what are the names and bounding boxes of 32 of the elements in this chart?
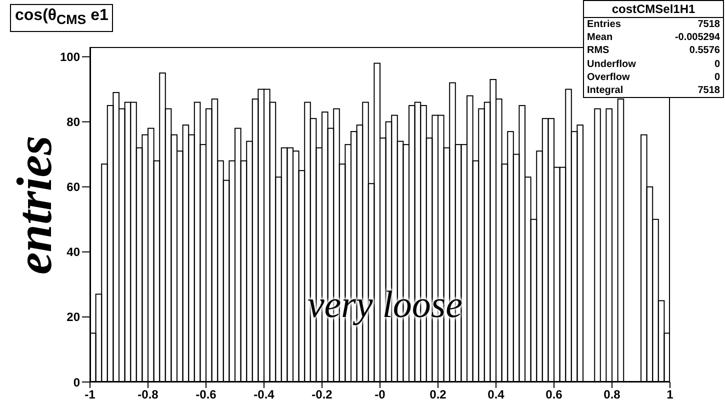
text: 7518 xyxy=(698,84,720,98)
x-tick-label: -0.8 xyxy=(138,388,159,402)
text: 7518 xyxy=(698,18,720,32)
y-tick-label: 100 xyxy=(60,50,80,64)
y-tick-label: 40 xyxy=(66,245,80,260)
x-tick-label: 0.4 xyxy=(488,388,505,402)
x-tick-label: 1 xyxy=(666,388,674,402)
chart-title: cos(θ$_{CMS}$ e1 xyxy=(10,4,114,32)
text: Mean xyxy=(587,31,613,44)
x-tick-label: 0.8 xyxy=(604,388,621,402)
text: Entries xyxy=(587,18,621,32)
text: 0 xyxy=(714,58,720,71)
text: 0.5576 xyxy=(689,44,720,58)
x-tick-label: -0.6 xyxy=(196,388,217,402)
text: costCMSel1H1 xyxy=(584,1,723,18)
annotation: Overflow xyxy=(587,70,630,84)
y-tick-label: 20 xyxy=(66,310,80,324)
x-tick-label: -1 xyxy=(84,388,96,402)
x-tick-label: 0.6 xyxy=(546,388,563,402)
x-tick-label: -0.4 xyxy=(254,388,275,402)
y-tick-label: 80 xyxy=(66,115,80,130)
annotation: Underflow xyxy=(587,58,636,71)
x-tick-label: 0.2 xyxy=(430,388,447,402)
y-tick-label: 60 xyxy=(66,180,80,194)
x-tick-label: -0 xyxy=(374,388,386,402)
annotation: RMS xyxy=(587,44,610,58)
text: 0 xyxy=(714,70,720,84)
annotation: Integral xyxy=(587,84,624,98)
text: -0.005294 xyxy=(674,31,720,44)
y-tick-label: 0 xyxy=(73,375,80,390)
x-tick-label: -0.2 xyxy=(312,388,333,402)
y-axis-title: entries xyxy=(5,136,63,274)
